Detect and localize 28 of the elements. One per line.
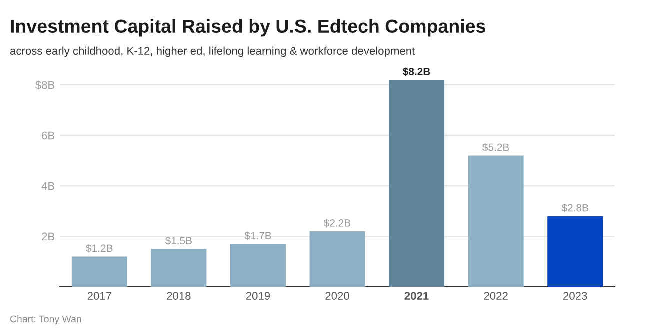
y-tick-label: 6B: [42, 132, 55, 140]
x-tick-label: 2022: [484, 292, 508, 300]
bar: [548, 216, 604, 287]
bar: [310, 231, 366, 287]
bar: [468, 156, 524, 287]
bar: [151, 249, 207, 287]
bar: [72, 256, 128, 287]
x-tick-label: 2021: [404, 292, 429, 300]
x-tick-label: 2017: [88, 292, 112, 300]
text: Chart: Tony Wan: [10, 315, 82, 325]
x-tick-label: 2023: [564, 292, 588, 300]
data-label: $2.8B: [562, 204, 588, 212]
x-tick-label: 2019: [246, 292, 270, 300]
x-tick-label: 2018: [167, 292, 191, 300]
data-label: $1.7B: [244, 232, 272, 240]
x-tick-label: 2020: [326, 292, 350, 300]
data-label: $8.2B: [403, 68, 430, 76]
bar: [230, 244, 286, 287]
data-label: $1.2B: [86, 244, 113, 253]
bar: [389, 80, 445, 287]
data-label: $1.5B: [165, 236, 192, 246]
chart-title: Investment Capital Raised by U.S. Edtech Companies: [11, 19, 486, 37]
y-tick-label: 2B: [42, 232, 55, 241]
chart-subtitle: across early childhood, K-12, higher ed, lifelong learning & workforce development: [10, 46, 416, 58]
y-tick-label: 4B: [42, 182, 55, 190]
data-label: $5.2B: [482, 143, 510, 152]
data-label: $2.2B: [324, 219, 351, 228]
y-tick-label: $8B: [35, 80, 55, 90]
